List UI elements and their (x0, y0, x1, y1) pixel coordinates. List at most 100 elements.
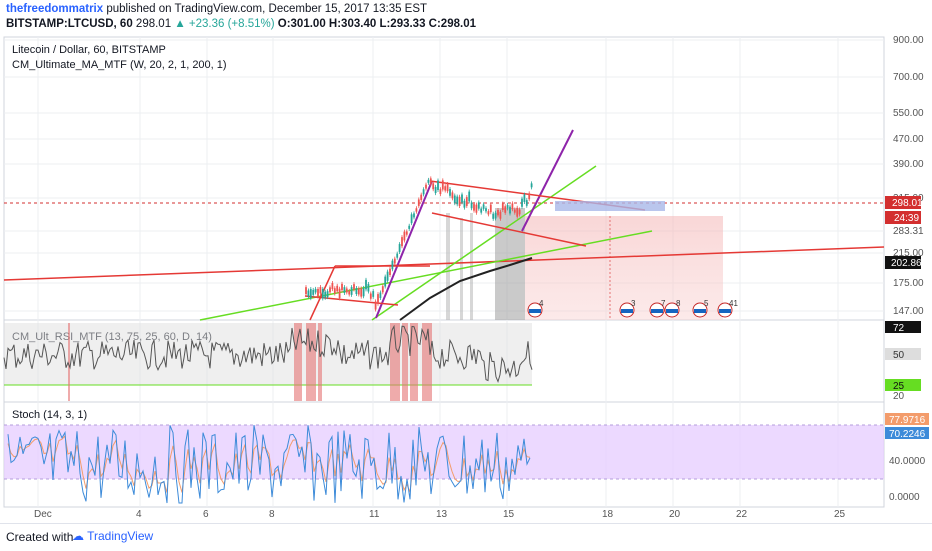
stoch-k-tag (885, 413, 929, 425)
close-value: C:298.01 (428, 18, 476, 30)
event-badge-count: 4 (539, 299, 544, 308)
price-panel (3, 36, 885, 321)
price-tick: 283.31 (893, 226, 924, 237)
time-tick: 25 (834, 509, 846, 520)
candle-body (465, 197, 468, 206)
candle-body (439, 189, 442, 195)
ma-tag (885, 256, 921, 269)
candle-body (367, 284, 370, 292)
candle-body (365, 279, 367, 290)
candle-body (487, 211, 490, 215)
stoch-label: Stoch (14, 3, 1) (12, 409, 87, 421)
candle-body (379, 292, 382, 299)
candle-body (336, 285, 339, 292)
ma-line (399, 257, 533, 321)
candle-body (329, 287, 331, 293)
rsi-axis-mid-tag (885, 348, 921, 360)
candle-body (309, 289, 312, 299)
candle-body (355, 287, 358, 295)
candle-body (338, 288, 341, 299)
trend-green-1 (199, 230, 653, 321)
rsi-zone-bar (422, 323, 432, 401)
candle-body (511, 203, 514, 210)
ma-tag-text: 202.86 (891, 258, 922, 269)
rsi-zone-bar (390, 323, 400, 401)
price-tick: 470.00 (893, 134, 924, 145)
badge-flag-stripe (529, 309, 541, 313)
candle-body (475, 204, 478, 213)
candle-body (384, 276, 387, 287)
candle-body (321, 288, 324, 299)
candle-body (317, 288, 319, 297)
last-price-tag (885, 196, 921, 209)
stoch-axis-0: 0.0000 (889, 492, 920, 503)
event-badges[interactable]: 4 3 7 8 5 41 (527, 299, 738, 318)
candle-body (492, 213, 495, 219)
stoch-d-tag (885, 427, 929, 439)
countdown-tag-text: 24:39 (894, 213, 919, 224)
stoch-axis-d: 70.2246 (889, 429, 926, 440)
created-with: Created with (6, 530, 74, 544)
time-tick: 18 (602, 509, 614, 520)
candle-body (489, 204, 492, 213)
candle-body (516, 207, 519, 217)
candle-body (307, 290, 310, 297)
stoch-axis-40: 40.0000 (889, 456, 926, 467)
candle-body (473, 204, 475, 211)
event-badge-count: 7 (661, 299, 666, 308)
rsi-axis-50: 50 (893, 350, 905, 361)
badge-flag-stripe (719, 309, 731, 313)
high-value: H:303.40 (328, 18, 377, 30)
time-tick: Dec (34, 509, 52, 520)
indicator-label: CM_Ultimate_MA_MTF (W, 20, 2, 1, 200, 1) (12, 59, 227, 71)
candle-body (446, 184, 449, 192)
chart-title: Litecoin / Dollar, 60, BITSTAMP (12, 44, 166, 56)
candle-body (408, 225, 411, 229)
rsi-axis-low-tag (885, 379, 921, 391)
time-tick: 6 (203, 509, 209, 520)
candle-body (429, 178, 432, 185)
candle-body (458, 196, 461, 206)
candle-body (401, 237, 403, 247)
candle-body (453, 195, 456, 204)
symbol-label: BITSTAMP:LTCUSD, 60 (6, 18, 133, 30)
projection-label (555, 201, 665, 211)
candle-body (482, 204, 485, 209)
candle-body (319, 286, 322, 294)
candle-body (427, 179, 430, 183)
candle-body (389, 268, 391, 275)
candle-body (369, 293, 372, 299)
candle-body (441, 180, 444, 190)
candle-body (362, 287, 365, 297)
candle-body (506, 204, 509, 209)
badge-flag-stripe (651, 309, 663, 313)
candle-body (417, 199, 420, 206)
candle-body (494, 212, 497, 219)
rsi-zone-bar (410, 323, 418, 401)
rsi-band (4, 323, 532, 385)
candle-body (348, 290, 351, 295)
chart-canvas[interactable]: Litecoin / Dollar, 60, BITSTAMP CM_Ultim… (0, 33, 932, 523)
tradingview-logo[interactable]: ☁ TradingView (72, 529, 154, 543)
countdown-tag (885, 211, 921, 224)
price-tick: 147.00 (893, 306, 924, 317)
time-tick: 20 (669, 509, 681, 520)
published-text: published on TradingView.com, December 1… (106, 3, 428, 15)
candle-body (350, 287, 353, 295)
trend-green-2 (371, 165, 597, 321)
candle-body (357, 288, 360, 295)
author-link[interactable]: thefreedommatrix (6, 3, 104, 15)
candle-body (372, 291, 375, 297)
candle-body (326, 291, 329, 298)
candle-body (434, 186, 437, 194)
rsi-axis-25: 25 (893, 381, 905, 392)
time-tick: 8 (269, 509, 275, 520)
candle-body (377, 294, 379, 304)
event-badge-count: 41 (729, 299, 738, 308)
price-tick: 700.00 (893, 72, 924, 83)
candle-body (391, 260, 394, 270)
rsi-zone-bar (68, 323, 70, 401)
candle-body (333, 288, 336, 294)
candle-body (331, 283, 334, 290)
trend-red-long (3, 246, 885, 281)
